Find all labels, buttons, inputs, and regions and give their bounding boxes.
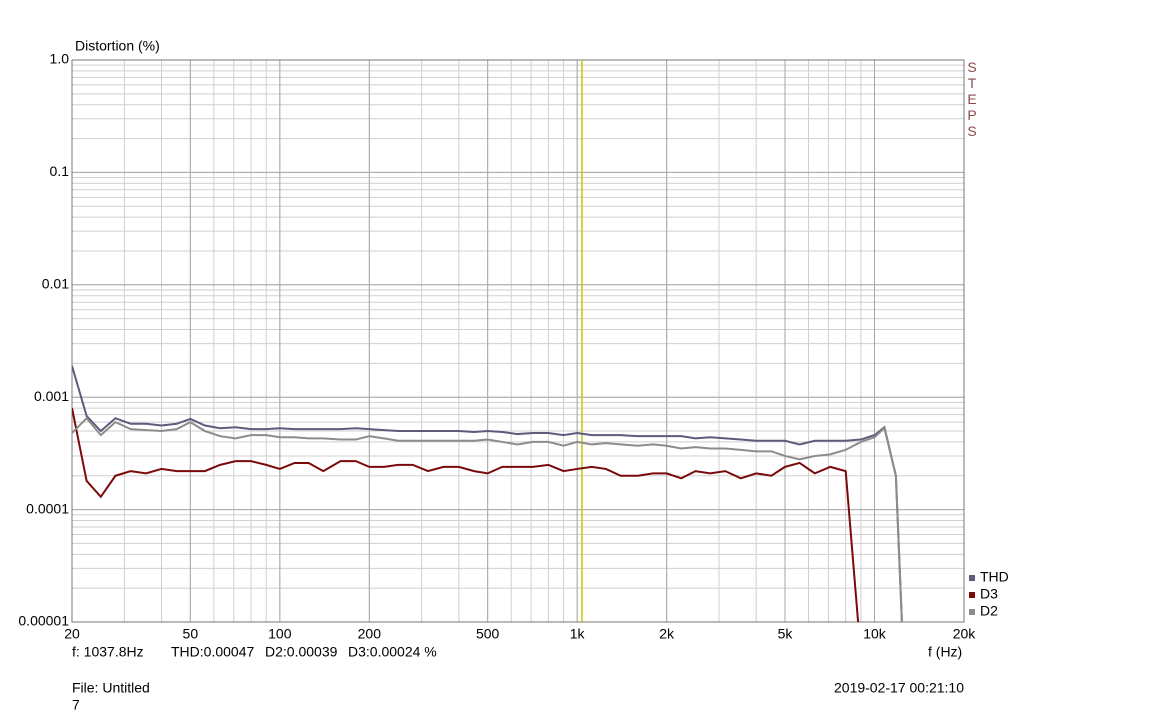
y-tick-label: 0.0001 <box>26 500 69 516</box>
file-label: File: Untitled <box>72 680 150 696</box>
legend-swatch <box>969 592 975 598</box>
legend-label: D2 <box>980 603 998 619</box>
cursor-readout: THD:0.00047 <box>171 644 254 660</box>
x-axis-label: f (Hz) <box>928 644 962 660</box>
y-tick-label: 0.01 <box>42 276 69 292</box>
x-tick-label: 500 <box>476 626 500 642</box>
series-line <box>72 365 903 622</box>
cursor-readout: D2:0.00039 <box>265 644 338 660</box>
y-tick-label: 0.001 <box>34 388 69 404</box>
x-tick-label: 50 <box>183 626 199 642</box>
legend-swatch <box>969 575 975 581</box>
cursor-readout: D3:0.00024 % <box>348 644 437 660</box>
y-tick-label: 0.1 <box>50 163 70 179</box>
x-tick-label: 2k <box>659 626 675 642</box>
plot-frame <box>71 59 965 623</box>
x-tick-label: 100 <box>268 626 292 642</box>
legend-label: D3 <box>980 586 998 602</box>
timestamp: 2019-02-17 00:21:10 <box>834 680 964 696</box>
x-tick-label: 1k <box>570 626 586 642</box>
chart-title: Distortion (%) <box>75 38 160 54</box>
plot-area <box>72 365 903 622</box>
y-tick-label: 1.0 <box>50 51 70 67</box>
x-tick-label: 10k <box>863 626 887 642</box>
file-index: 7 <box>72 697 80 713</box>
x-tick-label: 5k <box>778 626 794 642</box>
series-line <box>72 407 860 622</box>
legend-label: THD <box>980 569 1009 585</box>
x-tick-label: 20 <box>64 626 80 642</box>
legend-swatch <box>969 609 975 615</box>
x-tick-label: 20k <box>953 626 977 642</box>
cursor-readout: f: 1037.8Hz <box>72 644 144 660</box>
series-line <box>72 416 903 622</box>
x-tick-label: 200 <box>358 626 382 642</box>
y-tick-label: 0.00001 <box>18 613 69 629</box>
